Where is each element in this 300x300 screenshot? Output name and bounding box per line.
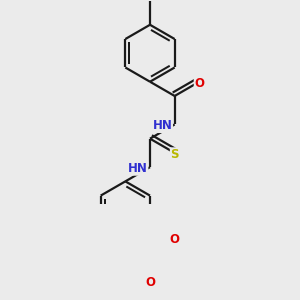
Text: O: O <box>170 233 180 246</box>
Text: O: O <box>194 77 204 90</box>
Text: S: S <box>170 148 179 161</box>
Text: HN: HN <box>153 119 172 132</box>
Text: HN: HN <box>128 162 148 175</box>
Text: O: O <box>145 276 155 289</box>
